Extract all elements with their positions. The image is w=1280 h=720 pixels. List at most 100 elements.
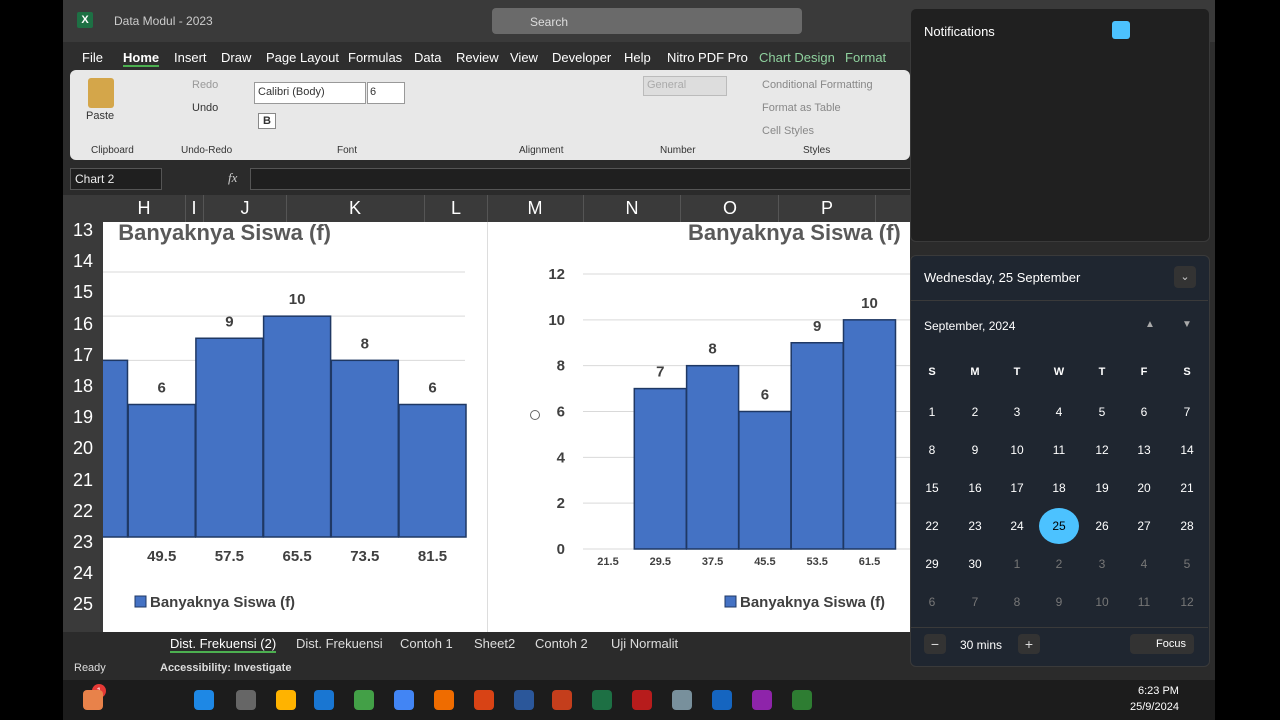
calendar-day[interactable]: 20 [1137, 481, 1151, 495]
taskbar-icon[interactable] [434, 690, 454, 710]
calendar-day[interactable]: 16 [968, 481, 982, 495]
font-size[interactable]: 6 [370, 86, 377, 98]
menu-item[interactable]: Home [123, 50, 160, 67]
document-title[interactable]: Data Modul - 2023 [114, 14, 213, 28]
name-box[interactable] [70, 168, 162, 190]
focus-minus[interactable]: − [924, 634, 946, 654]
formula-input[interactable] [250, 168, 912, 190]
number-format[interactable]: General [647, 79, 687, 91]
collapse-button[interactable]: ⌄ [1174, 266, 1196, 288]
calendar-day[interactable]: 9 [1055, 595, 1063, 609]
sheet-tab[interactable]: Dist. Frekuensi [296, 636, 383, 651]
calendar-day[interactable]: 24 [1010, 519, 1024, 533]
taskbar-icon[interactable] [752, 690, 772, 710]
calendar-day[interactable]: 14 [1180, 443, 1194, 457]
calendar-day[interactable]: 2 [1055, 557, 1063, 571]
calendar-day[interactable]: 7 [1183, 405, 1191, 419]
calendar-day[interactable]: 23 [968, 519, 982, 533]
calendar-day[interactable]: 1 [928, 405, 936, 419]
search-box[interactable] [492, 8, 802, 34]
calendar-day[interactable]: 1 [1013, 557, 1021, 571]
calendar-day[interactable]: 3 [1013, 405, 1021, 419]
menu-item[interactable]: Insert [174, 50, 207, 65]
sheet-tab[interactable]: Contoh 2 [535, 636, 588, 651]
calendar-day[interactable]: 11 [1052, 443, 1066, 457]
calendar-day[interactable]: 5 [1098, 405, 1106, 419]
focus-label[interactable]: Focus [1156, 638, 1186, 650]
menu-item[interactable]: Formulas [348, 50, 403, 65]
font-name[interactable]: Calibri (Body) [258, 86, 325, 98]
chart[interactable]: Banyaknya Siswa (f)869108649.557.565.573… [103, 222, 487, 632]
calendar-day[interactable]: 30 [968, 557, 982, 571]
menu-item[interactable]: Draw [221, 50, 252, 65]
menu-item[interactable]: Data [414, 50, 442, 65]
taskbar-icon[interactable] [592, 690, 612, 710]
taskbar-icon[interactable] [314, 690, 334, 710]
calendar-day[interactable]: 8 [928, 443, 936, 457]
calendar-day[interactable]: 4 [1055, 405, 1063, 419]
font-size-box[interactable] [367, 82, 405, 104]
taskbar-icon[interactable] [83, 690, 103, 710]
status-accessibility[interactable]: Accessibility: Investigate [160, 662, 292, 674]
calendar-day[interactable]: 7 [971, 595, 979, 609]
chart[interactable]: Banyaknya Siswa (f) 0 2 4 6 8 10 12 7 8 6 9 10 21.5 29… [535, 222, 910, 632]
font-name-box[interactable] [254, 82, 366, 104]
style-item[interactable]: Cell Styles [762, 125, 814, 137]
taskbar-icon[interactable] [514, 690, 534, 710]
calendar-day[interactable]: 6 [1140, 405, 1148, 419]
calendar-day[interactable]: 25 [1039, 508, 1079, 544]
calendar-day[interactable]: 26 [1095, 519, 1109, 533]
calendar-day[interactable]: 28 [1180, 519, 1194, 533]
clock-time[interactable]: 6:23 PM [1138, 685, 1179, 697]
fx[interactable]: fx [228, 170, 238, 185]
menu-item[interactable]: Review [456, 50, 499, 65]
number-format-box[interactable] [643, 76, 727, 96]
calendar-day[interactable]: 21 [1180, 481, 1194, 495]
calendar-day[interactable]: 18 [1052, 481, 1066, 495]
sheet-tab[interactable]: Uji Normalit [611, 636, 679, 651]
calendar-day[interactable]: 27 [1137, 519, 1151, 533]
calendar-day[interactable]: 12 [1095, 443, 1109, 457]
menu-item[interactable]: Developer [552, 50, 612, 65]
chart-handle[interactable] [530, 410, 540, 420]
taskbar-icon[interactable] [194, 690, 214, 710]
taskbar-icon[interactable] [354, 690, 374, 710]
calendar-day[interactable]: 5 [1183, 557, 1191, 571]
taskbar-icon[interactable] [632, 690, 652, 710]
sheet-tab[interactable]: Sheet2 [474, 636, 516, 651]
redo[interactable]: Redo [192, 79, 219, 91]
name-box-text[interactable]: Chart 2 [75, 172, 115, 186]
calendar-day[interactable]: 29 [925, 557, 939, 571]
paste-icon[interactable] [88, 78, 114, 108]
calendar-day[interactable]: 11 [1137, 595, 1151, 609]
calendar-day[interactable]: 12 [1180, 595, 1194, 609]
sheet-tab[interactable]: Dist. Frekuensi (2) [170, 636, 277, 653]
menu-item[interactable]: File [82, 50, 103, 65]
prev-month[interactable]: ▲ [1145, 319, 1155, 330]
taskbar-icon[interactable] [236, 690, 256, 710]
taskbar-icon[interactable] [672, 690, 692, 710]
style-item[interactable]: Conditional Formatting [762, 79, 873, 91]
calendar-day[interactable]: 13 [1137, 443, 1151, 457]
menu-item[interactable]: Help [624, 50, 651, 65]
next-month[interactable]: ▼ [1182, 319, 1192, 330]
style-item[interactable]: Format as Table [762, 102, 841, 114]
focus-duration[interactable]: 30 mins [960, 638, 1003, 652]
dnd-button[interactable] [1112, 21, 1130, 39]
menu-item[interactable]: Chart Design [759, 50, 835, 65]
sheet-tab[interactable]: Contoh 1 [400, 636, 453, 651]
taskbar-icon[interactable] [552, 690, 572, 710]
taskbar-icon[interactable] [792, 690, 812, 710]
calendar-day[interactable]: 4 [1140, 557, 1148, 571]
undo[interactable]: Undo [192, 102, 219, 114]
menu-item[interactable]: Format [845, 50, 887, 65]
menu-item[interactable]: View [510, 50, 538, 65]
calendar-day[interactable]: 2 [971, 405, 979, 419]
taskbar-icon[interactable] [474, 690, 494, 710]
calendar-day[interactable]: 10 [1010, 443, 1024, 457]
menu-item[interactable]: Nitro PDF Pro [667, 50, 748, 65]
calendar-day[interactable]: 9 [971, 443, 979, 457]
calendar-day[interactable]: 8 [1013, 595, 1021, 609]
calendar-day[interactable]: 10 [1095, 595, 1109, 609]
taskbar-icon[interactable] [394, 690, 414, 710]
